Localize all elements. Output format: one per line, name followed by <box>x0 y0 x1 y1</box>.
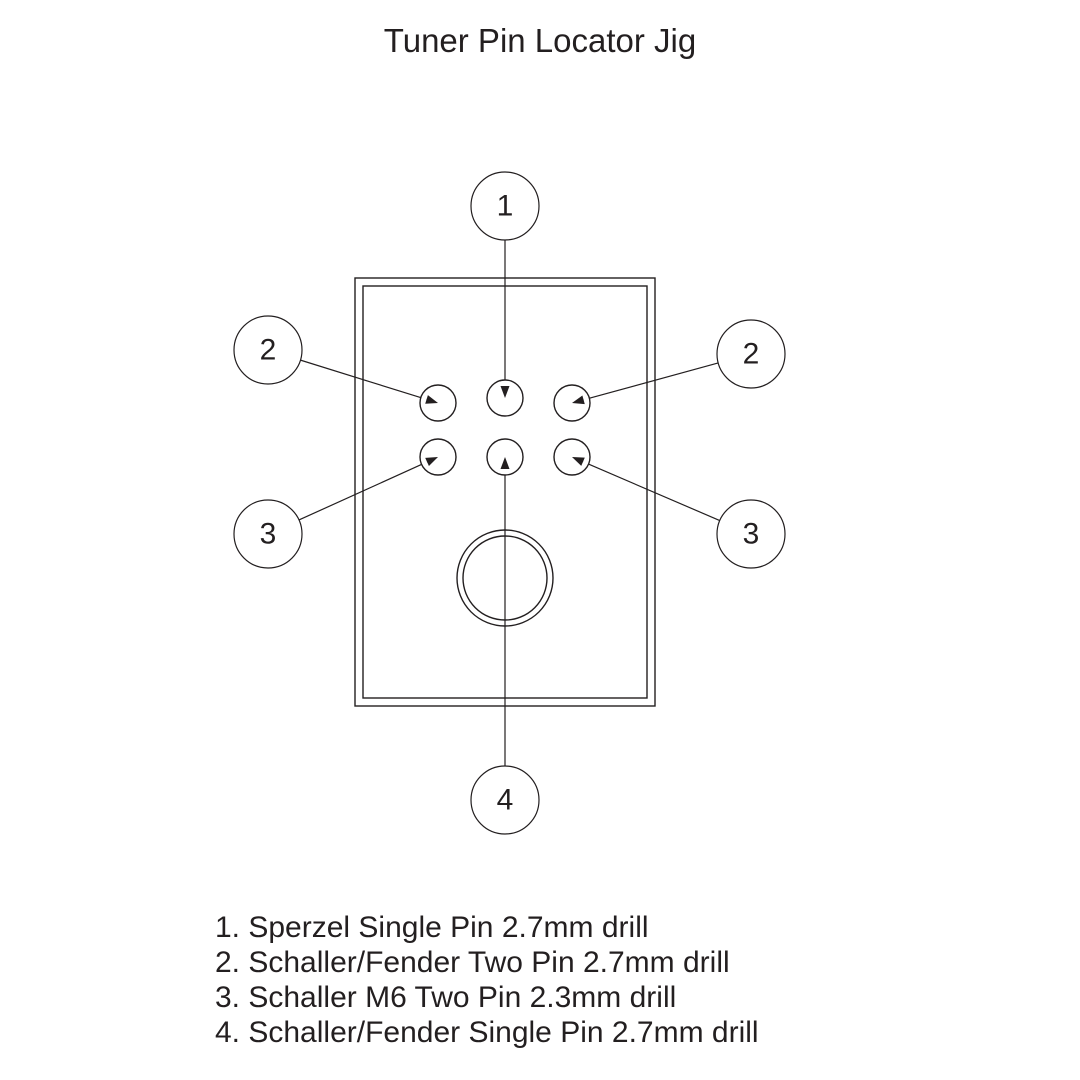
jig-diagram: 1 2 2 3 3 4 <box>150 150 870 870</box>
legend-item: 1. Sperzel Single Pin 2.7mm drill <box>215 910 1080 945</box>
svg-text:1: 1 <box>497 190 514 223</box>
legend-item: 3. Schaller M6 Two Pin 2.3mm drill <box>215 980 1080 1015</box>
svg-text:4: 4 <box>497 784 514 817</box>
legend-item: 2. Schaller/Fender Two Pin 2.7mm drill <box>215 945 1080 980</box>
legend-item: 4. Schaller/Fender Single Pin 2.7mm dril… <box>215 1015 1080 1050</box>
legend: 1. Sperzel Single Pin 2.7mm drill 2. Sch… <box>215 910 1080 1050</box>
svg-text:2: 2 <box>260 334 277 367</box>
page-title: Tuner Pin Locator Jig <box>0 22 1080 60</box>
svg-text:3: 3 <box>260 518 277 551</box>
svg-text:3: 3 <box>743 518 760 551</box>
svg-text:2: 2 <box>743 338 760 371</box>
